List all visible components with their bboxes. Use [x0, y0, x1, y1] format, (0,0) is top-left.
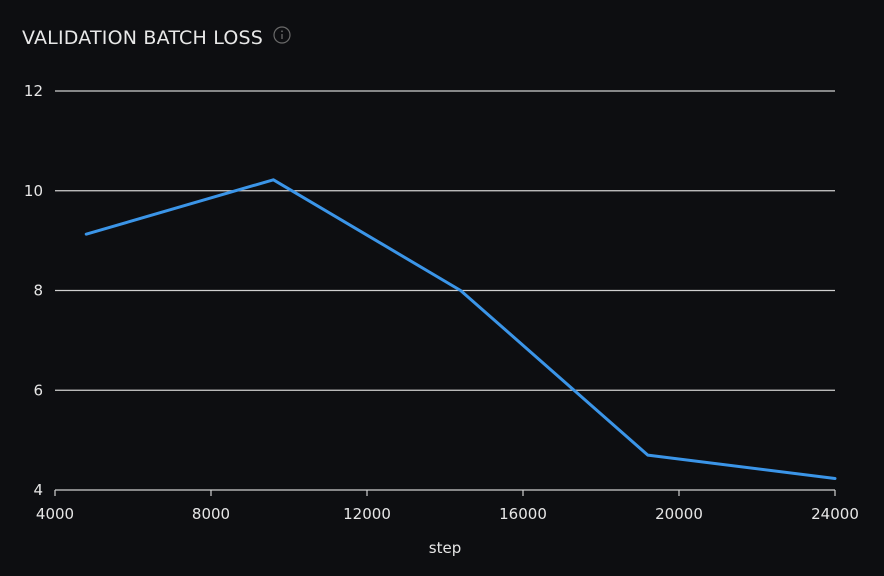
x-tick-label: 16000 [499, 505, 547, 523]
y-tick-label: 12 [24, 82, 43, 100]
y-tick-label: 8 [33, 282, 43, 300]
grid-lines [55, 90, 835, 391]
y-tick-label: 10 [24, 182, 43, 200]
x-axis-title: step [429, 539, 461, 557]
series-line [84, 178, 837, 481]
y-tick-labels: 4 6 8 10 12 [24, 82, 43, 499]
x-axis [54, 489, 836, 496]
x-tick-labels: 4000 8000 12000 16000 20000 24000 [36, 505, 859, 523]
chart-title: VALIDATION BATCH LOSS [22, 27, 264, 49]
info-icon[interactable] [273, 26, 291, 44]
x-tick-label: 8000 [192, 505, 230, 523]
x-tick-label: 4000 [36, 505, 74, 523]
y-tick-label: 4 [33, 481, 43, 499]
chart-header: VALIDATION BATCH LOSS [22, 26, 291, 49]
x-tick-label: 24000 [811, 505, 859, 523]
y-tick-label: 6 [33, 381, 43, 399]
series-lines [84, 178, 837, 481]
x-tick-label: 20000 [655, 505, 703, 523]
x-tick-label: 12000 [343, 505, 391, 523]
